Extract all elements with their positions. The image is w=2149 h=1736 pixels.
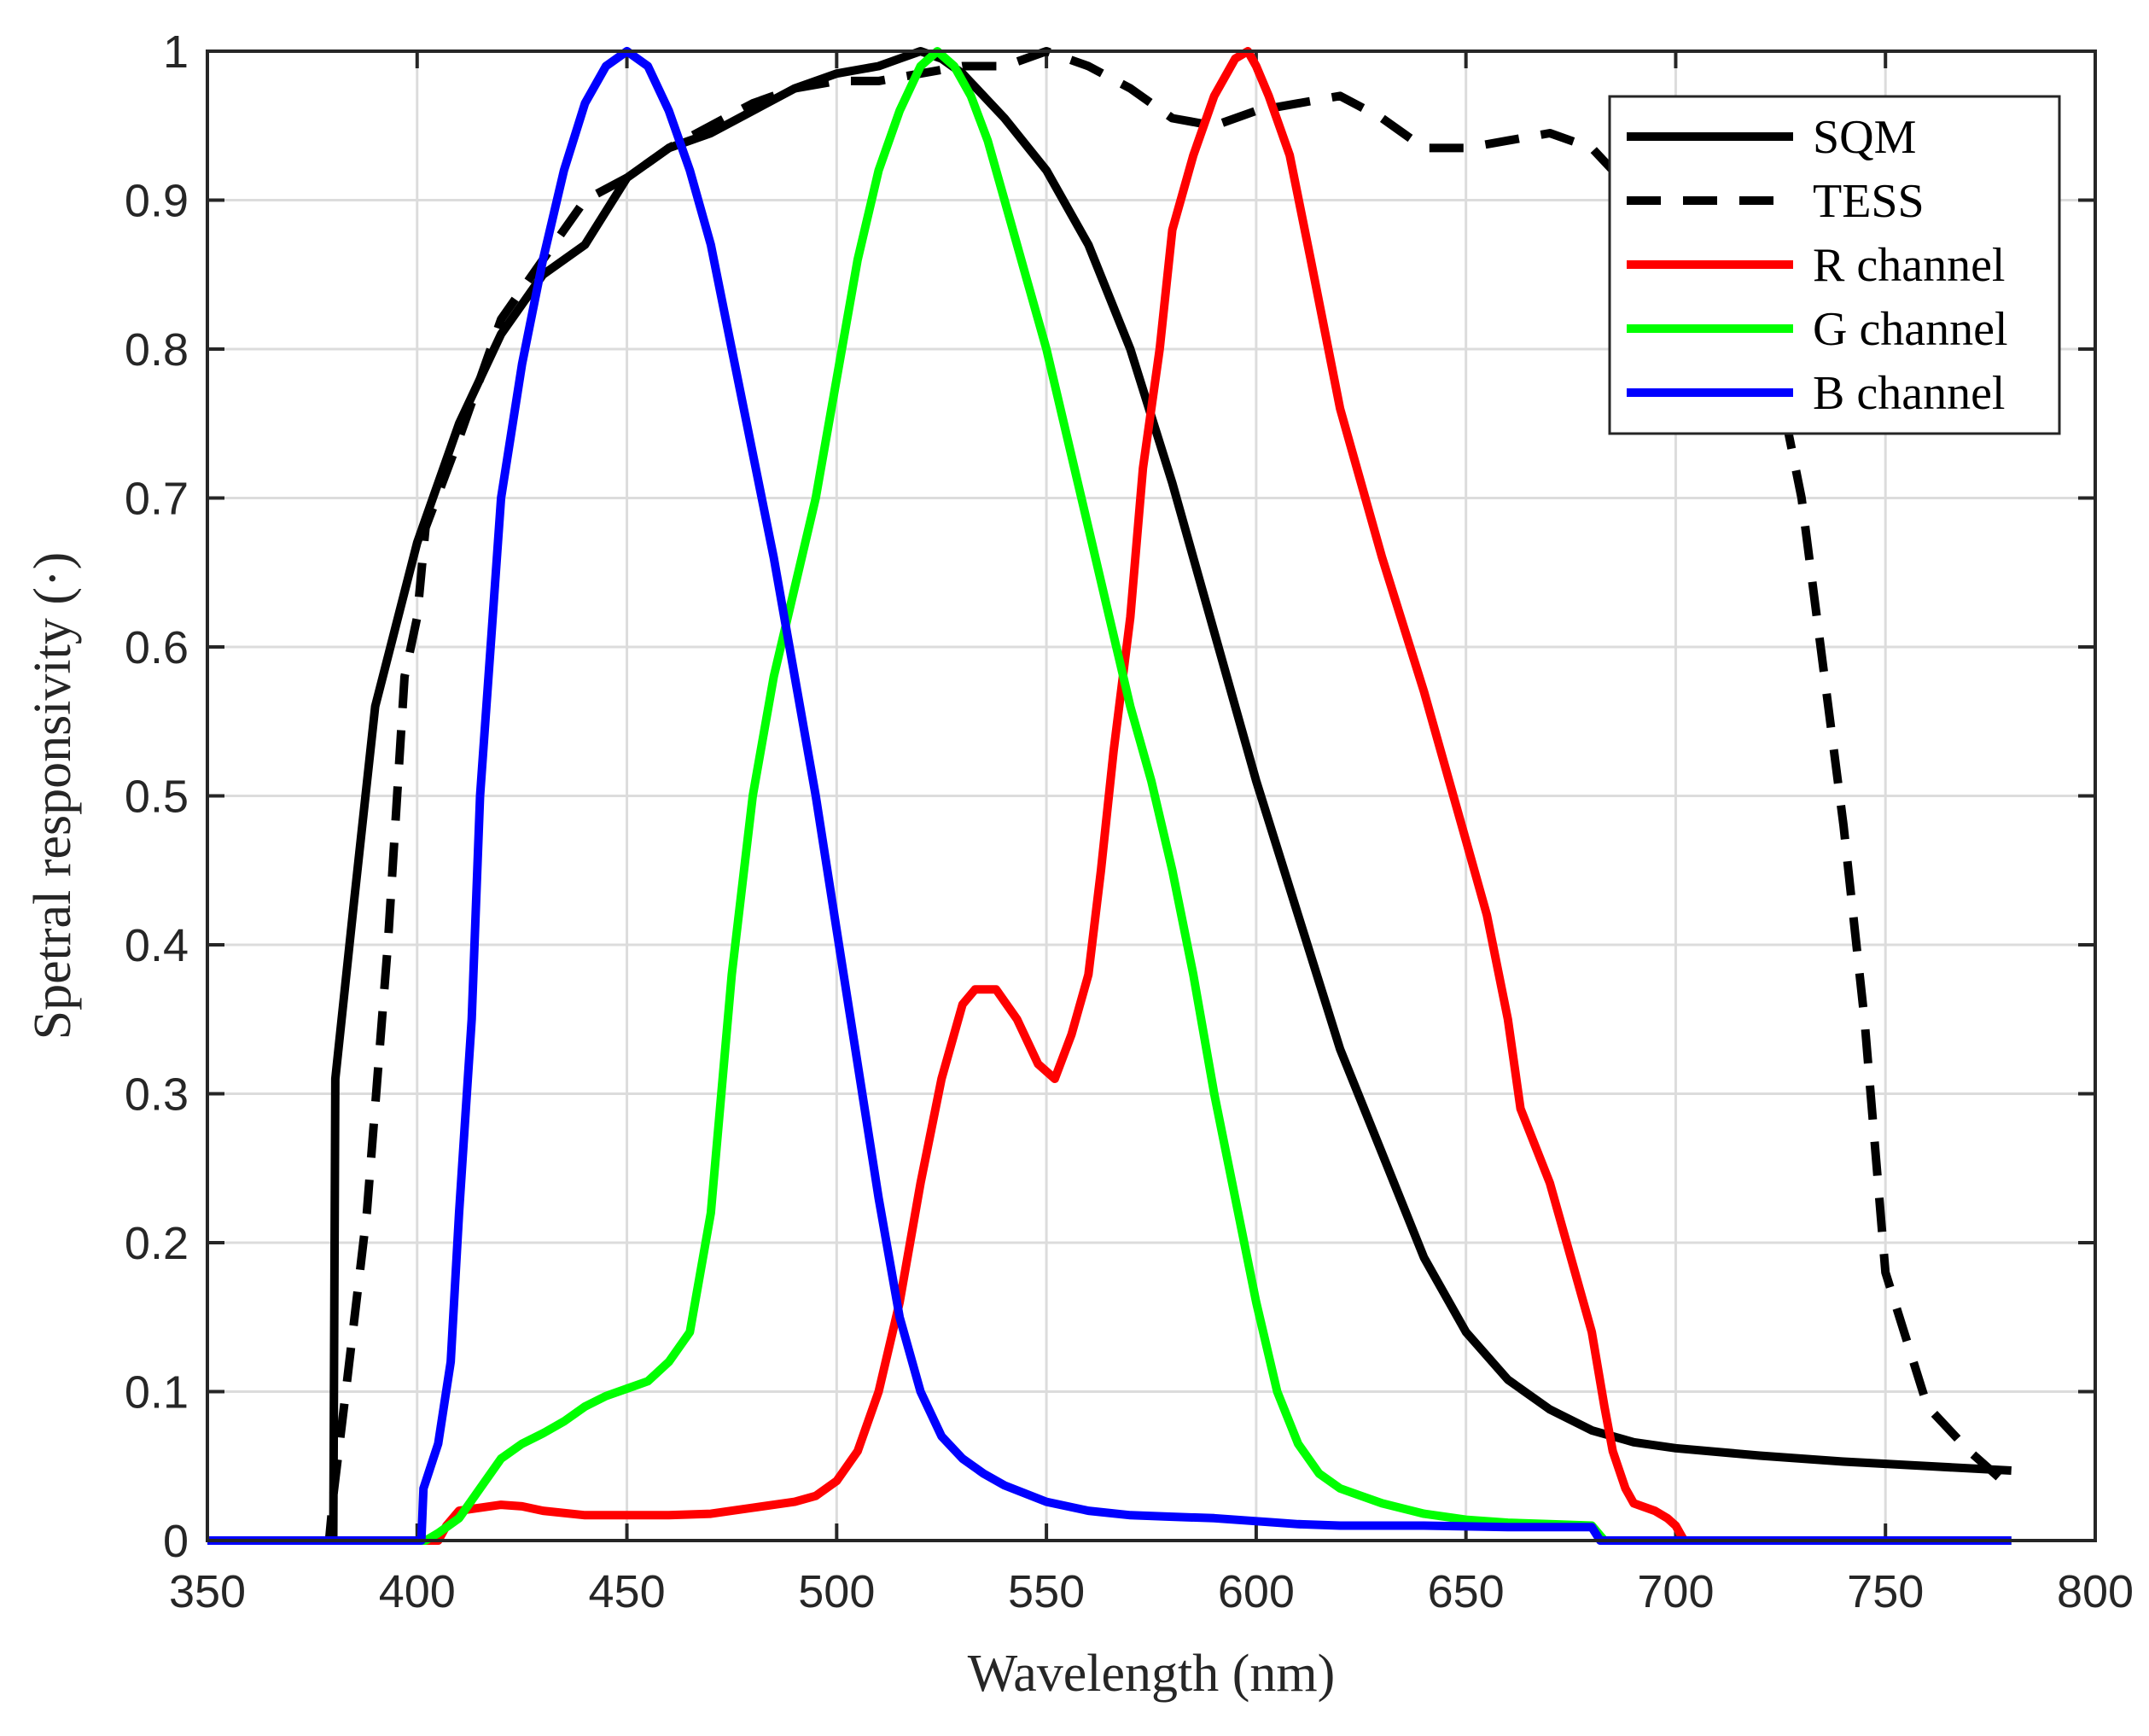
y-tick-label: 0.3 — [125, 1069, 189, 1121]
legend: SQM TESS R channel G channel B channel — [1608, 95, 2061, 435]
x-tick-label: 750 — [1847, 1566, 1924, 1617]
x-tick-label: 550 — [1008, 1566, 1085, 1617]
series-line-r-channel — [207, 47, 2012, 1545]
plot-frame — [206, 50, 2097, 1542]
series-line-g-channel — [207, 47, 2012, 1545]
x-tick-label: 500 — [798, 1566, 875, 1617]
y-tick-label: 0.9 — [125, 176, 189, 227]
x-tick-label: 450 — [589, 1566, 666, 1617]
series-line-b-channel — [207, 47, 2012, 1545]
x-tick-label: 400 — [379, 1566, 456, 1617]
y-tick-label: 0.7 — [125, 474, 189, 525]
legend-label: R channel — [1813, 239, 2005, 292]
x-tick-label: 600 — [1218, 1566, 1295, 1617]
x-tick-label: 650 — [1428, 1566, 1505, 1617]
y-tick-label: 0.5 — [125, 772, 189, 823]
legend-label: SQM — [1813, 111, 1916, 164]
legend-label: B channel — [1813, 367, 2005, 420]
y-tick-label: 0.2 — [125, 1218, 189, 1269]
y-tick-label: 0.1 — [125, 1367, 189, 1419]
y-tick-labels: 0 0.1 0.2 0.3 0.4 0.5 0.6 0.7 0.8 0.9 1 — [125, 26, 189, 1567]
y-tick-label: 1 — [163, 26, 189, 78]
x-tick-label: 350 — [169, 1566, 246, 1617]
x-tick-label: 700 — [1637, 1566, 1714, 1617]
x-tick-labels: 350 400 450 500 550 600 650 700 750 800 — [169, 1566, 2134, 1617]
y-tick-label: 0 — [163, 1516, 189, 1567]
legend-label: TESS — [1813, 175, 1925, 228]
legend-label: G channel — [1813, 303, 2008, 356]
y-tick-label: 0.6 — [125, 622, 189, 673]
x-axis-label: Wavelength (nm) — [968, 1645, 1336, 1703]
y-axis-label: Spetral responsivity (·) — [24, 552, 82, 1040]
x-tick-label: 800 — [2057, 1566, 2134, 1617]
y-tick-label: 0.8 — [125, 324, 189, 376]
y-tick-label: 0.4 — [125, 920, 189, 971]
